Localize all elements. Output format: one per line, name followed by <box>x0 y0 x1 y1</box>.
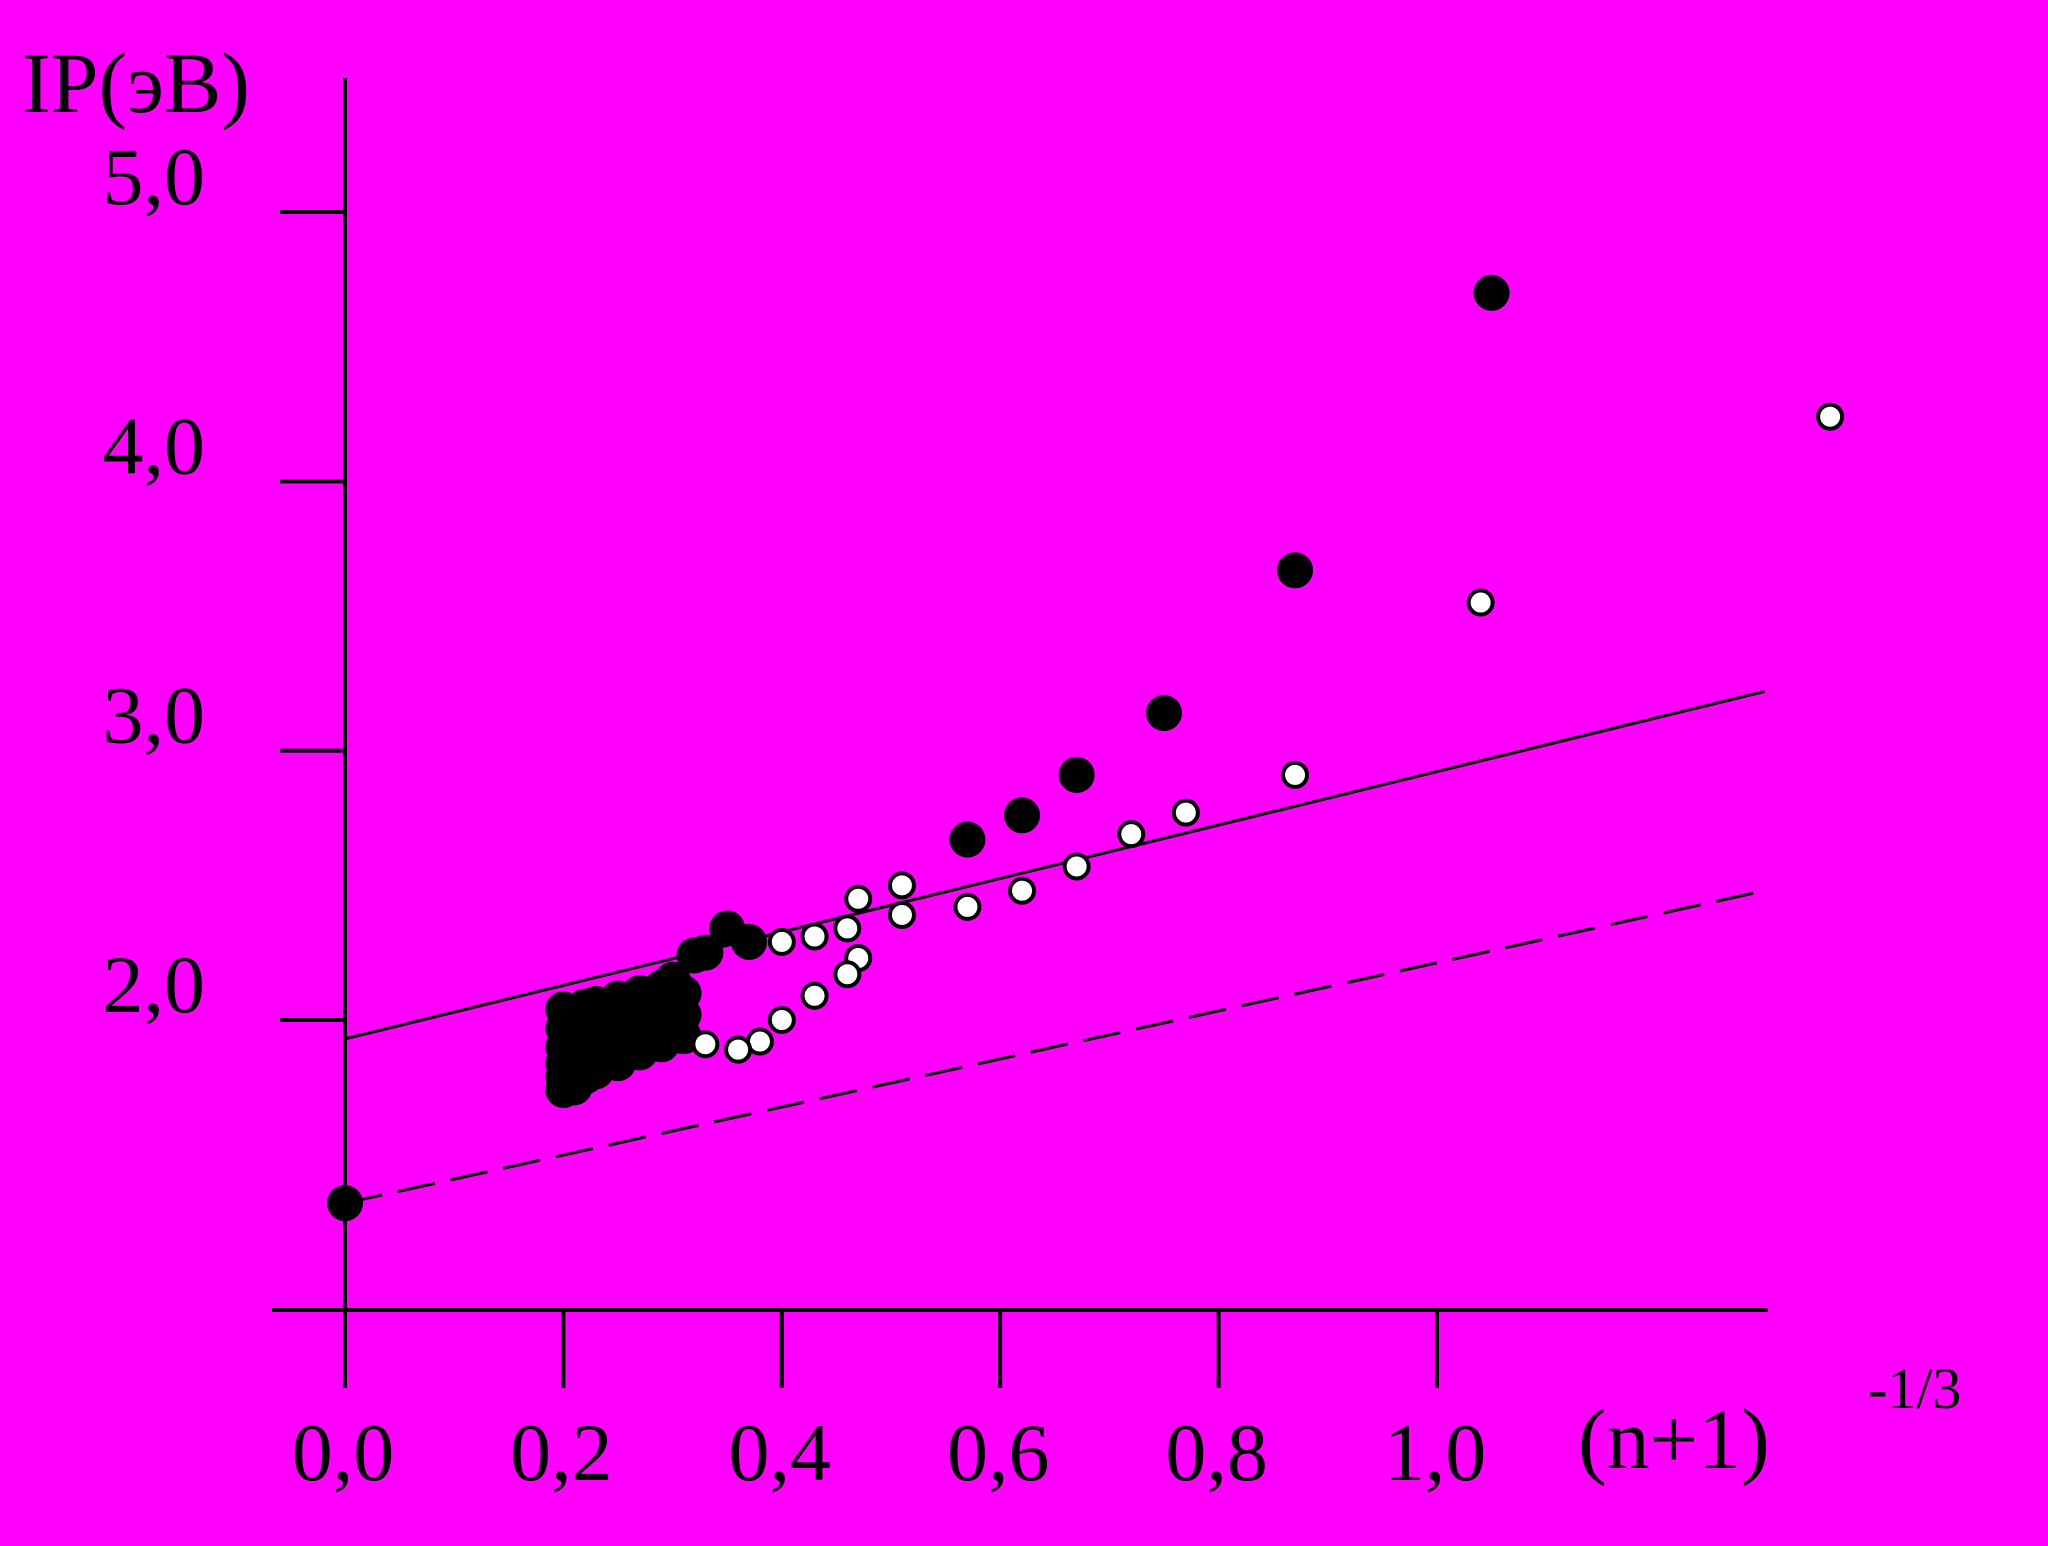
open-point <box>833 960 862 989</box>
solid-fit-line <box>344 689 1765 1041</box>
filled-point <box>949 821 986 858</box>
open-point <box>1816 402 1845 431</box>
filled-point <box>731 923 768 960</box>
x-axis-title-exponent: -1/3 <box>1868 1356 1961 1421</box>
open-point <box>691 1030 720 1059</box>
x-tick-label: 0,4 <box>729 1407 832 1498</box>
filled-point <box>327 1185 363 1222</box>
y-tick-label: 3,0 <box>103 670 206 761</box>
open-point <box>953 892 982 921</box>
data-points <box>327 274 1845 1222</box>
filled-point <box>1058 756 1095 793</box>
y-tick-label: 5,0 <box>103 131 206 222</box>
open-point <box>1117 820 1146 849</box>
open-point <box>887 900 916 929</box>
fit-lines <box>344 689 1765 1205</box>
x-tick-label: 0,6 <box>947 1407 1050 1498</box>
x-tick-label: 1,0 <box>1384 1407 1487 1498</box>
dashed-fit-line <box>344 889 1765 1205</box>
filled-point <box>1473 274 1510 311</box>
open-point <box>724 1035 753 1064</box>
open-point <box>800 922 829 951</box>
y-tick-label: 2,0 <box>103 939 206 1030</box>
open-point <box>767 927 796 956</box>
axes: 2,0 3,0 4,0 5,0 0,0 0,2 0,4 0,6 0,8 1,0 <box>103 78 1768 1498</box>
open-point <box>1062 852 1091 881</box>
open-point <box>1466 588 1495 617</box>
y-tick-label: 4,0 <box>103 400 206 491</box>
open-point <box>1008 876 1037 905</box>
open-point <box>833 914 862 943</box>
filled-point <box>1004 797 1041 834</box>
open-point <box>1171 798 1200 827</box>
filled-point <box>676 937 713 974</box>
y-axis-title: IP(эВ) <box>22 35 250 131</box>
x-tick-label: 0,0 <box>292 1407 395 1498</box>
open-point <box>844 884 873 913</box>
x-tick-label: 0,2 <box>510 1407 613 1498</box>
filled-point <box>1277 552 1314 589</box>
open-point <box>887 871 916 900</box>
x-axis-title: (n+1) <box>1578 1391 1770 1487</box>
axis-labels: IP(эВ) (n+1) -1/3 <box>22 35 1961 1487</box>
x-tick-label: 0,8 <box>1165 1407 1268 1498</box>
filled-point <box>1146 694 1182 731</box>
filled-point <box>545 1072 582 1109</box>
open-point <box>800 981 829 1010</box>
open-point <box>767 1006 796 1034</box>
open-point <box>1281 760 1310 789</box>
